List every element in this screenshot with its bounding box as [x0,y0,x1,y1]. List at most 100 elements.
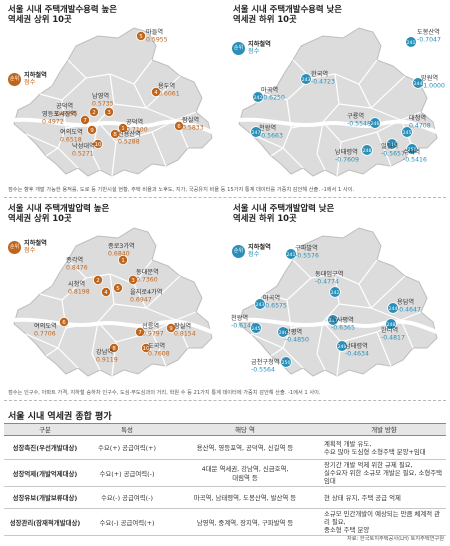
table-cell-trait: 수요(+) 공급여력(-) [86,459,168,487]
score-label: 0.5288 [118,138,140,145]
station-label: 신용산역 [118,130,141,138]
station-label: 영등포시장역 [42,110,76,118]
district-boundary [250,133,304,169]
station-label: 도봉산역 [417,28,440,36]
rank-label: 247 [329,318,338,324]
station-label: 마들역 [146,28,163,36]
summary-table: 구분 특성 해당 역 개발 방향 성장촉진(우선개발대상) 수요(+) 공급여력… [4,423,446,536]
score-label: -0.4647 [397,306,421,313]
station-label: 양평역 [285,328,302,336]
station-label: 동대입구역 [315,270,343,278]
district-boundary [316,121,326,171]
station-label: 금천구청역 [251,358,279,366]
note1: 점수는 향후 개발 가능한 용적률, 도로 등 기반시설 현황, 주택 비율과 … [8,187,355,193]
district-boundary [336,141,342,177]
station-label: 용답역 [397,298,414,306]
panel4-legend: 순위 지하철역 점수 [232,244,271,258]
rank-label: 4 [154,90,158,96]
station-label: 남영역 [92,92,109,100]
station-label: 공덕역 [126,118,143,126]
rank-circle [406,143,418,155]
rank-label: 7 [83,118,87,124]
rank-circle [250,126,262,138]
rank-label: 242 [331,290,340,296]
rank-circle [285,248,297,260]
score-label: 0.6518 [60,136,82,143]
station-label: 일원역 [381,142,398,150]
seoul-outline [13,27,213,177]
rank-label: 244 [389,306,398,312]
score-label: 0.4708 [409,122,431,129]
station-label: 수서역 [403,148,420,156]
station-label: 여의도역 [60,128,83,136]
score-label: -0.4634 [345,350,369,357]
station-label: 천왕역 [231,314,248,322]
divider [4,400,446,401]
divider [4,197,446,198]
table-cell-direction: 소규모 민간개발이 예상되는 만큼 체계적 관리 필요, 중소형 주택 분양 [322,508,446,536]
score-label: -0.4774 [315,278,339,285]
rank-label: 245 [252,326,261,332]
table-row: 성장억제(개발억제대상) 수요(+) 공급여력(-) 4대문 역세권, 강남역,… [4,459,446,487]
table-cell-stations: 용산역, 영등포역, 공덕역, 신길역 등 [168,435,322,460]
rank-label: 3 [131,278,135,284]
district-boundary [376,331,392,367]
rank-circle [173,121,184,132]
score-label: 0.5833 [182,124,204,131]
rank-circle [252,91,264,103]
station-label: 남태령역 [345,342,368,350]
score-label: 0.6947 [130,296,152,303]
table-cell-stations: 남영역, 중계역, 장지역, 구파발역 등 [168,508,322,536]
rank-label: 243 [256,302,265,308]
panel4-title: 서울 시내 주택개발압력 낮은 역세권 하위 10곳 [233,203,335,223]
station-label: 대청역 [409,114,426,122]
table-cell-direction: 계획적 개발 유도, 수요 많아 도심형 소형주택 분양+임대 [322,435,446,460]
rank-label: 246 [371,121,380,127]
rank-circle [87,125,98,136]
district-boundary [25,133,79,169]
rank-label: 5 [116,286,120,292]
district-boundary [97,119,177,143]
district-boundary [151,331,167,367]
rank-circle [150,87,161,98]
station-label: 강남역 [96,348,113,356]
rank-label: 244 [414,81,423,87]
station-label: 을지로4가역 [130,288,162,296]
district-boundary [113,103,147,109]
legend-circle-icon: 순위 [8,240,21,254]
score-label: 0.4972 [42,118,64,125]
table-row: 성장유보(개발보류대상) 수요(-) 공급여력(-) 마곡역, 남태령역, 도봉… [4,486,446,509]
rank-circle [254,298,266,310]
han-river [238,317,438,334]
table-header-row: 구분 특성 해당 역 개발 방향 [4,423,446,436]
panel2-title: 서울 시내 주택개발수용력 낮은 역세권 하위 10곳 [233,4,342,24]
rank-label: 248 [387,322,396,328]
score-label: 0.9119 [96,356,118,363]
score-label: -0.5548 [347,120,371,127]
score-label: 0.8198 [68,288,90,295]
district-boundary [400,319,414,349]
rank-circle [250,322,262,334]
rank-circle [412,77,424,89]
rank-label: 243 [302,77,311,83]
station-label: 여의도역 [34,322,57,330]
han-river [238,117,438,134]
seoul-outline [238,227,438,377]
rank-circle [109,343,120,354]
